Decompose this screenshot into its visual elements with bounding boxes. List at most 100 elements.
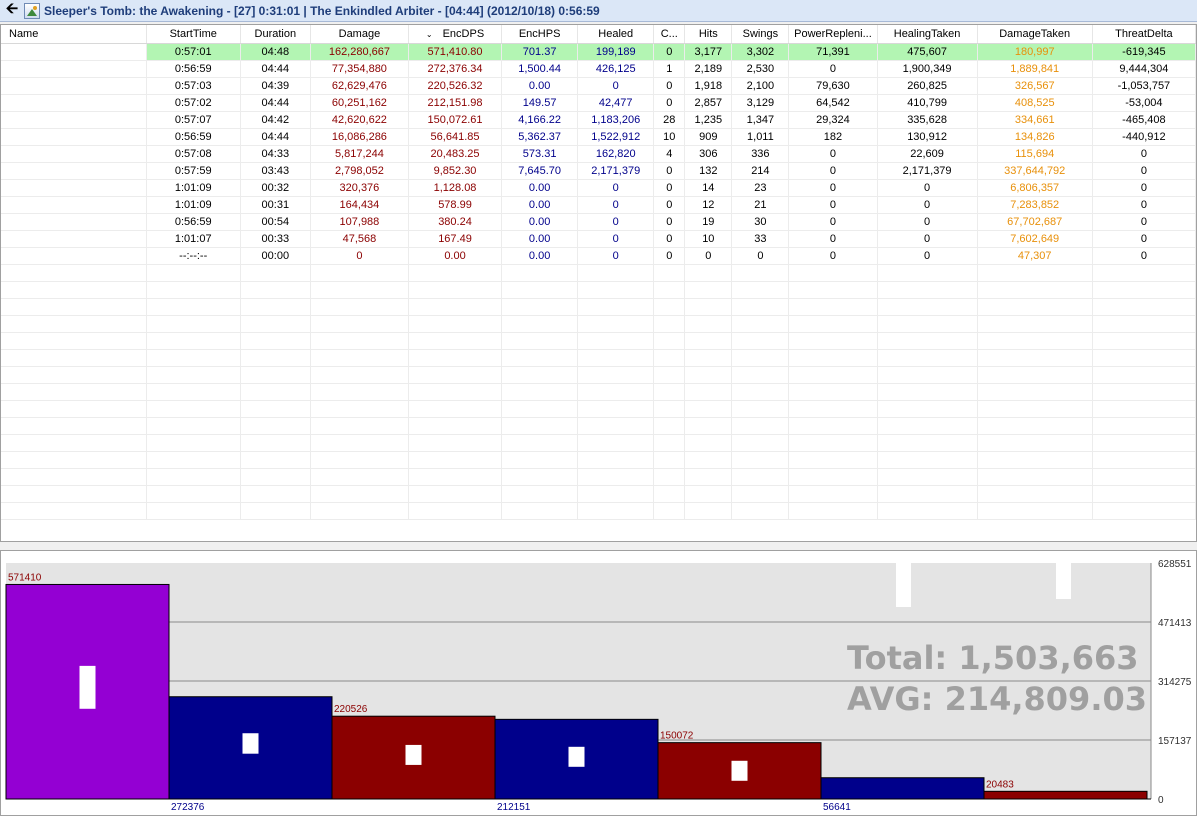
table-row[interactable] [1,383,1196,401]
table-cell [1,468,147,486]
table-row[interactable] [1,332,1196,350]
table-cell [653,451,686,469]
bar [983,790,1148,800]
table-row[interactable]: 0:57:08 04:33 5,817,244 20,483.25 573.31 162,… [1,145,1196,163]
column-header[interactable]: ⌄ EncDPS [408,25,503,44]
table-row[interactable] [1,298,1196,316]
table-cell [788,264,878,282]
back-arrow-icon[interactable]: 🡨 [5,0,19,17]
table-cell [501,468,579,486]
table-cell: 182 [788,128,878,146]
table-cell: 00:32 [240,179,311,197]
table-cell [684,417,733,435]
table-cell: 1:01:09 [146,196,241,214]
column-header[interactable]: Swings [731,25,790,44]
column-header[interactable]: C... [653,25,686,44]
column-header[interactable]: ThreatDelta [1092,25,1196,44]
column-header[interactable]: HealingTaken [877,25,978,44]
table-row[interactable] [1,434,1196,452]
table-cell: 1,500.44 [501,60,579,78]
table-cell [731,281,790,299]
table-cell [240,485,311,503]
table-row[interactable] [1,366,1196,384]
table-cell [501,366,579,384]
table-cell [977,315,1093,333]
table-cell [501,264,579,282]
table-cell [1,366,147,384]
column-header[interactable]: Name [1,25,147,44]
table-cell [788,434,878,452]
table-cell: 00:31 [240,196,311,214]
table-row[interactable]: 0:57:59 03:43 2,798,052 9,852.30 7,645.70 2,1… [1,162,1196,180]
table-cell: 0 [653,213,686,231]
table-cell [408,502,503,520]
table-row[interactable]: 0:57:03 04:39 62,629,476 220,526.32 0.00 0 0 1,… [1,77,1196,95]
table-row[interactable] [1,349,1196,367]
table-cell: 47,568 [310,230,409,248]
table-cell [146,468,241,486]
table-cell [977,400,1093,418]
table-row[interactable]: 0:57:02 04:44 60,251,162 212,151.98 149.57 42… [1,94,1196,112]
column-header[interactable]: DamageTaken [977,25,1093,44]
table-cell: 0 [653,43,686,61]
table-cell [731,383,790,401]
table-row[interactable]: 0:57:01 04:48 162,280,667 571,410.80 701.37 1… [1,43,1196,61]
table-cell: 9,444,304 [1092,60,1196,78]
table-cell [731,366,790,384]
column-header[interactable]: Healed [577,25,655,44]
table-row[interactable] [1,315,1196,333]
table-cell: 56,641.85 [408,128,503,146]
table-cell: 408,525 [977,94,1093,112]
table-row[interactable] [1,417,1196,435]
column-header[interactable]: Hits [684,25,733,44]
table-row[interactable]: 0:56:59 00:54 107,988 380.24 0.00 0 0 19 30 0 0 67,… [1,213,1196,231]
table-cell: 4,166.22 [501,111,579,129]
table-cell: 0.00 [501,247,579,265]
table-row[interactable]: 0:56:59 04:44 77,354,880 272,376.34 1,500.44… [1,60,1196,78]
table-row[interactable] [1,468,1196,486]
table-cell: 410,799 [877,94,978,112]
table-row[interactable] [1,264,1196,282]
table-cell [310,298,409,316]
table-cell: 0 [653,196,686,214]
table-row[interactable]: 1:01:09 00:31 164,434 578.99 0.00 0 0 12 21 0 0 7,2… [1,196,1196,214]
table-row[interactable]: --:--:-- 00:00 0 0.00 0.00 0 0 0 0 0 0 47,307 0 [1,247,1196,265]
column-header[interactable]: StartTime [146,25,241,44]
table-cell [788,400,878,418]
column-header[interactable]: PowerRepleni... [788,25,878,44]
column-header[interactable]: Damage [310,25,409,44]
table-cell [1,264,147,282]
picture-icon[interactable] [24,2,40,19]
table-cell [1092,332,1196,350]
table-row[interactable] [1,400,1196,418]
table-row[interactable] [1,485,1196,503]
table-cell [240,383,311,401]
column-header[interactable]: Duration [240,25,311,44]
table-row[interactable]: 1:01:09 00:32 320,376 1,128.08 0.00 0 0 14 23 0 0 6… [1,179,1196,197]
table-cell [684,332,733,350]
table-cell: 2,100 [731,77,790,95]
table-cell: 10 [684,230,733,248]
table-cell [684,298,733,316]
column-header[interactable]: EncHPS [501,25,579,44]
table-cell: 1,889,841 [977,60,1093,78]
table-cell: 22,609 [877,145,978,163]
table-row[interactable] [1,281,1196,299]
table-cell [1,315,147,333]
table-cell [977,264,1093,282]
table-row[interactable]: 0:56:59 04:44 16,086,286 56,641.85 5,362.37 1… [1,128,1196,146]
panel-splitter[interactable] [0,542,1197,550]
table-cell: 04:48 [240,43,311,61]
table-cell: 04:39 [240,77,311,95]
table-row[interactable]: 0:57:07 04:42 42,620,622 150,072.61 4,166.22… [1,111,1196,129]
table-cell [577,485,655,503]
table-row[interactable]: 1:01:07 00:33 47,568 167.49 0.00 0 0 10 33 0 0 7,60… [1,230,1196,248]
table-row[interactable] [1,451,1196,469]
table-cell [788,451,878,469]
table-cell [977,383,1093,401]
table-cell: 1,900,349 [877,60,978,78]
table-cell [877,264,978,282]
table-cell [877,400,978,418]
table-cell: 0 [1092,213,1196,231]
table-row[interactable] [1,502,1196,520]
